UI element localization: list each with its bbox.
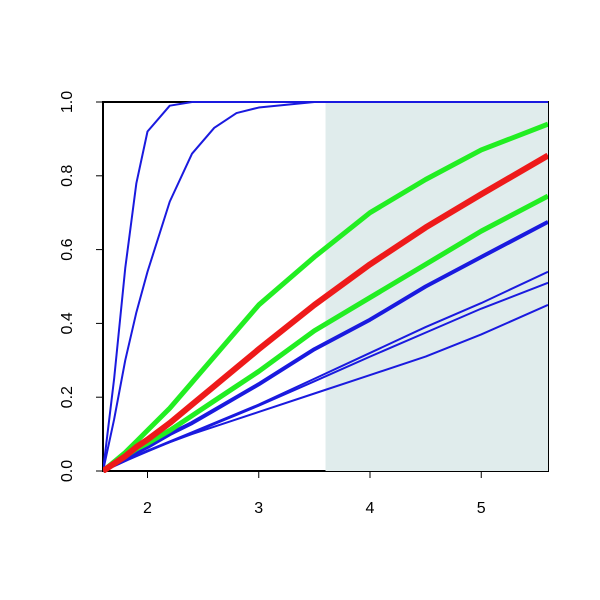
x-tick-label: 2 (143, 500, 152, 517)
y-tick-label: 1.0 (59, 91, 76, 113)
shade-layer (102, 101, 549, 472)
series-line (103, 152, 548, 473)
y-tick-label: 0.6 (59, 238, 76, 260)
lines-layer (103, 101, 548, 473)
axes-layer: 2 3 4 5 0.0 0.2 0.4 0.6 0.8 1.0 (59, 91, 486, 517)
x-tick-label: 3 (254, 500, 263, 517)
y-tick-label: 0.2 (59, 386, 76, 408)
shaded-region (325, 102, 548, 471)
series-line (103, 101, 548, 472)
x-tick-label: 5 (477, 500, 486, 517)
y-tick-label: 0.0 (59, 460, 76, 482)
y-tick-label: 0.4 (59, 312, 76, 334)
y-tick-label: 0.8 (59, 165, 76, 187)
x-tick-label: 4 (366, 500, 375, 517)
series-line (103, 121, 548, 473)
